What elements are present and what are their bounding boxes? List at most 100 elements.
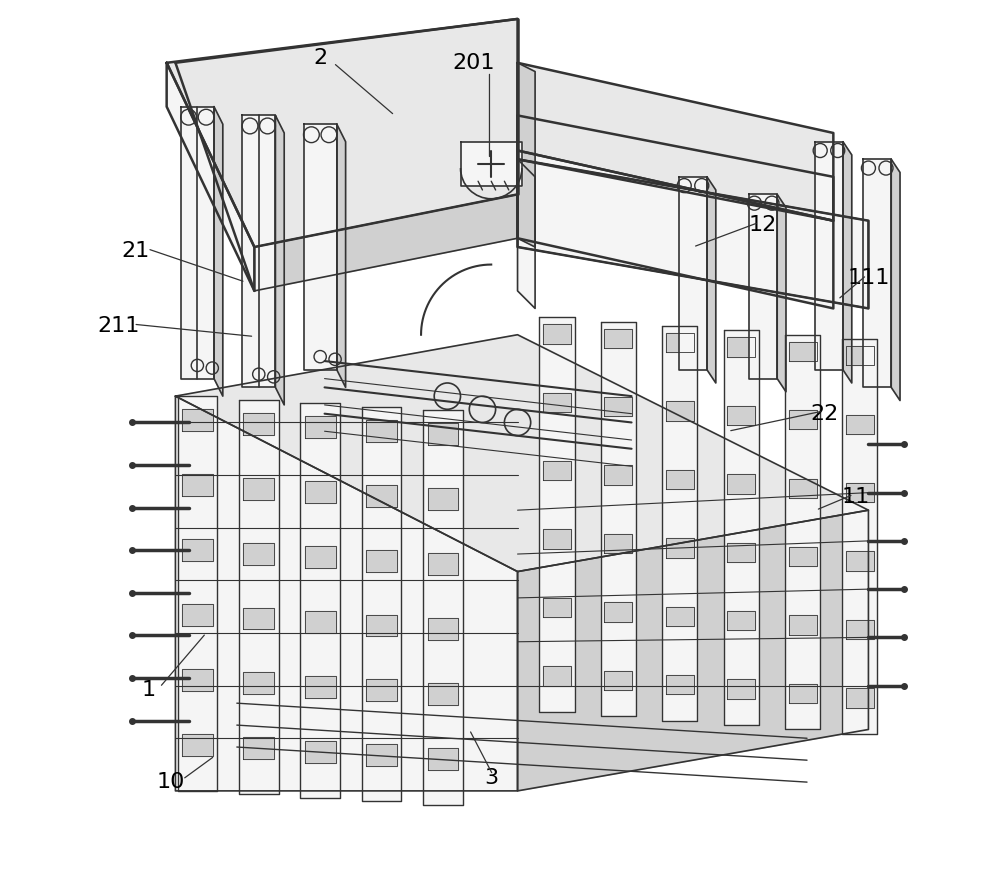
Polygon shape — [789, 615, 817, 634]
Polygon shape — [428, 554, 458, 576]
Polygon shape — [789, 479, 817, 498]
Polygon shape — [543, 530, 571, 549]
Polygon shape — [846, 483, 874, 502]
Polygon shape — [789, 410, 817, 429]
Polygon shape — [789, 684, 817, 703]
Polygon shape — [785, 334, 820, 730]
Polygon shape — [543, 666, 571, 686]
Polygon shape — [604, 397, 632, 416]
Polygon shape — [749, 194, 777, 378]
Text: 201: 201 — [452, 53, 495, 73]
Polygon shape — [366, 420, 397, 442]
Polygon shape — [178, 396, 217, 791]
Polygon shape — [543, 461, 571, 480]
Polygon shape — [891, 159, 900, 400]
Polygon shape — [175, 334, 868, 572]
Polygon shape — [543, 598, 571, 617]
Polygon shape — [666, 539, 694, 558]
Polygon shape — [604, 671, 632, 690]
Polygon shape — [181, 106, 214, 378]
Polygon shape — [601, 321, 636, 716]
Polygon shape — [182, 539, 213, 561]
Polygon shape — [604, 602, 632, 621]
Polygon shape — [337, 124, 346, 387]
Polygon shape — [243, 413, 274, 435]
Polygon shape — [428, 423, 458, 445]
Polygon shape — [243, 607, 274, 629]
Polygon shape — [300, 403, 340, 798]
Polygon shape — [366, 550, 397, 572]
Polygon shape — [182, 669, 213, 691]
Polygon shape — [275, 115, 284, 405]
Polygon shape — [214, 106, 223, 396]
Polygon shape — [305, 676, 336, 698]
Polygon shape — [843, 142, 852, 383]
Polygon shape — [182, 409, 213, 431]
Polygon shape — [789, 341, 817, 361]
Polygon shape — [182, 604, 213, 626]
Polygon shape — [727, 474, 755, 494]
Polygon shape — [707, 177, 716, 383]
Polygon shape — [305, 611, 336, 633]
Polygon shape — [679, 177, 707, 370]
Polygon shape — [518, 159, 868, 308]
Polygon shape — [518, 510, 868, 791]
Polygon shape — [518, 159, 535, 308]
Polygon shape — [366, 744, 397, 766]
Text: 12: 12 — [749, 215, 777, 235]
Polygon shape — [175, 396, 518, 791]
Polygon shape — [777, 194, 786, 392]
Text: 11: 11 — [841, 487, 869, 507]
Polygon shape — [727, 679, 755, 699]
Polygon shape — [428, 618, 458, 640]
Polygon shape — [846, 414, 874, 434]
Polygon shape — [366, 614, 397, 636]
Polygon shape — [666, 333, 694, 352]
Text: 2: 2 — [313, 48, 327, 69]
Polygon shape — [305, 546, 336, 568]
Text: 1: 1 — [142, 680, 156, 700]
Polygon shape — [789, 547, 817, 567]
Polygon shape — [254, 194, 518, 291]
Polygon shape — [167, 19, 518, 247]
Polygon shape — [666, 401, 694, 421]
Polygon shape — [182, 474, 213, 496]
Polygon shape — [243, 543, 274, 565]
Polygon shape — [846, 620, 874, 639]
Text: 22: 22 — [810, 404, 839, 423]
Polygon shape — [846, 688, 874, 708]
Polygon shape — [662, 326, 697, 721]
Polygon shape — [815, 142, 843, 370]
Polygon shape — [842, 339, 877, 734]
Polygon shape — [305, 741, 336, 763]
Polygon shape — [182, 734, 213, 756]
Polygon shape — [362, 407, 401, 802]
Polygon shape — [846, 346, 874, 365]
Polygon shape — [305, 481, 336, 503]
Polygon shape — [604, 534, 632, 554]
Polygon shape — [863, 159, 891, 387]
Text: 111: 111 — [847, 268, 890, 288]
Polygon shape — [727, 337, 755, 356]
Polygon shape — [518, 62, 833, 221]
Polygon shape — [727, 406, 755, 425]
Polygon shape — [243, 478, 274, 500]
Polygon shape — [242, 115, 275, 387]
Polygon shape — [243, 737, 274, 759]
Text: 21: 21 — [122, 241, 150, 261]
Polygon shape — [239, 400, 279, 795]
Polygon shape — [846, 552, 874, 571]
Text: 211: 211 — [97, 316, 140, 336]
Polygon shape — [428, 488, 458, 510]
Polygon shape — [666, 470, 694, 489]
Polygon shape — [727, 543, 755, 562]
Text: 10: 10 — [157, 772, 185, 792]
Polygon shape — [604, 328, 632, 348]
Polygon shape — [304, 124, 337, 370]
Polygon shape — [167, 62, 254, 291]
Polygon shape — [539, 317, 575, 712]
Polygon shape — [518, 159, 868, 308]
Polygon shape — [724, 330, 759, 725]
Polygon shape — [518, 150, 833, 308]
Polygon shape — [666, 675, 694, 694]
